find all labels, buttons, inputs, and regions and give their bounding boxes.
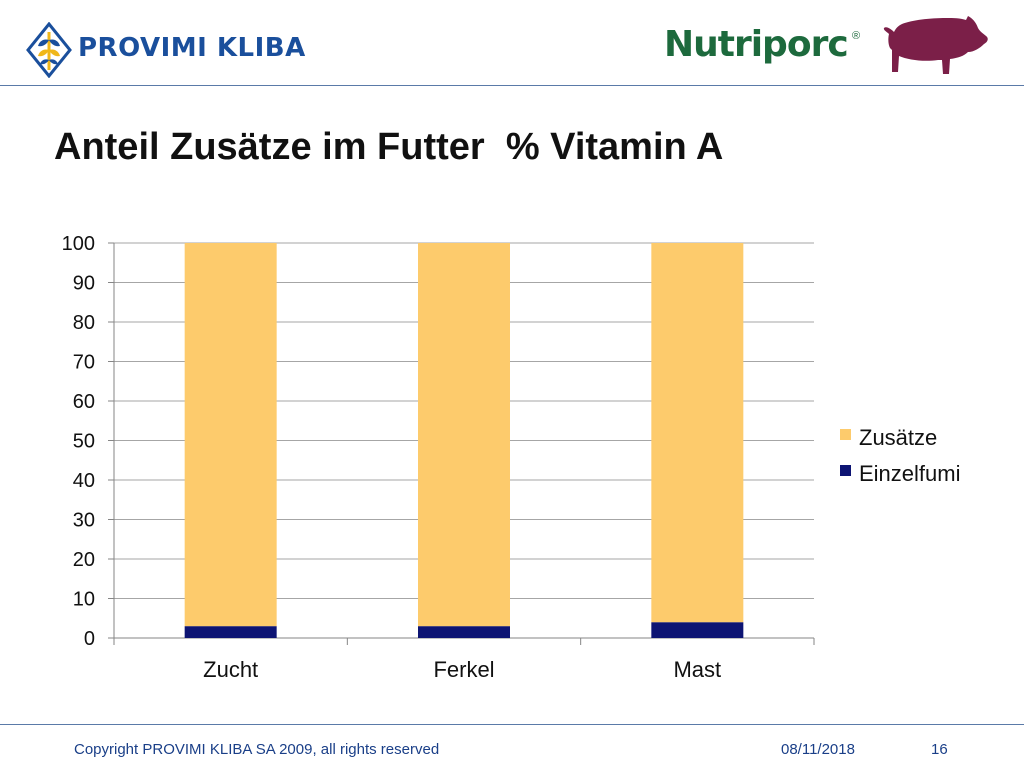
y-tick-label: 80 bbox=[73, 312, 95, 334]
y-tick-label: 90 bbox=[73, 273, 95, 295]
y-tick-label: 30 bbox=[73, 510, 95, 532]
legend-label: Einzelfumi bbox=[859, 461, 960, 486]
bar-einzelfumi-zucht bbox=[184, 626, 277, 638]
x-tick-label: Ferkel bbox=[433, 657, 494, 682]
legend-swatch bbox=[840, 429, 851, 440]
bar-zus-tze-mast bbox=[651, 243, 744, 623]
bar-einzelfumi-ferkel bbox=[418, 626, 510, 638]
bar-zus-tze-zucht bbox=[184, 243, 277, 627]
y-tick-label: 10 bbox=[73, 589, 95, 611]
legend-swatch bbox=[840, 465, 851, 476]
y-tick-label: 40 bbox=[73, 470, 95, 492]
y-tick-label: 0 bbox=[84, 628, 95, 650]
x-tick-label: Mast bbox=[673, 657, 721, 682]
footer-copyright: Copyright PROVIMI KLIBA SA 2009, all rig… bbox=[74, 741, 440, 758]
y-tick-label: 70 bbox=[73, 352, 95, 374]
provimi-brand-name: PROVIMI KLIBA bbox=[78, 33, 306, 63]
legend-label: Zusätze bbox=[859, 425, 937, 450]
y-tick-label: 60 bbox=[73, 391, 95, 413]
bar-einzelfumi-mast bbox=[651, 622, 744, 638]
y-tick-label: 20 bbox=[73, 549, 95, 571]
y-tick-label: 50 bbox=[73, 431, 95, 453]
footer-divider bbox=[0, 724, 1024, 725]
y-tick-label: 100 bbox=[62, 233, 95, 255]
slide-title: Anteil Zusätze im Futter % Vitamin A bbox=[54, 126, 724, 168]
nutriporc-brand-name: Nutriporc bbox=[664, 24, 849, 65]
wheat-leaf-icon bbox=[26, 22, 72, 78]
bar-zus-tze-ferkel bbox=[418, 243, 510, 627]
x-tick-label: Zucht bbox=[203, 657, 258, 682]
pig-silhouette-icon bbox=[883, 16, 988, 74]
footer-date: 08/11/2018 bbox=[781, 741, 855, 758]
header-divider bbox=[0, 85, 1024, 86]
registered-mark: ® bbox=[852, 30, 861, 42]
footer-page-number: 16 bbox=[931, 741, 948, 758]
slide-header: PROVIMI KLIBA Nutriporc ® bbox=[0, 0, 1024, 86]
